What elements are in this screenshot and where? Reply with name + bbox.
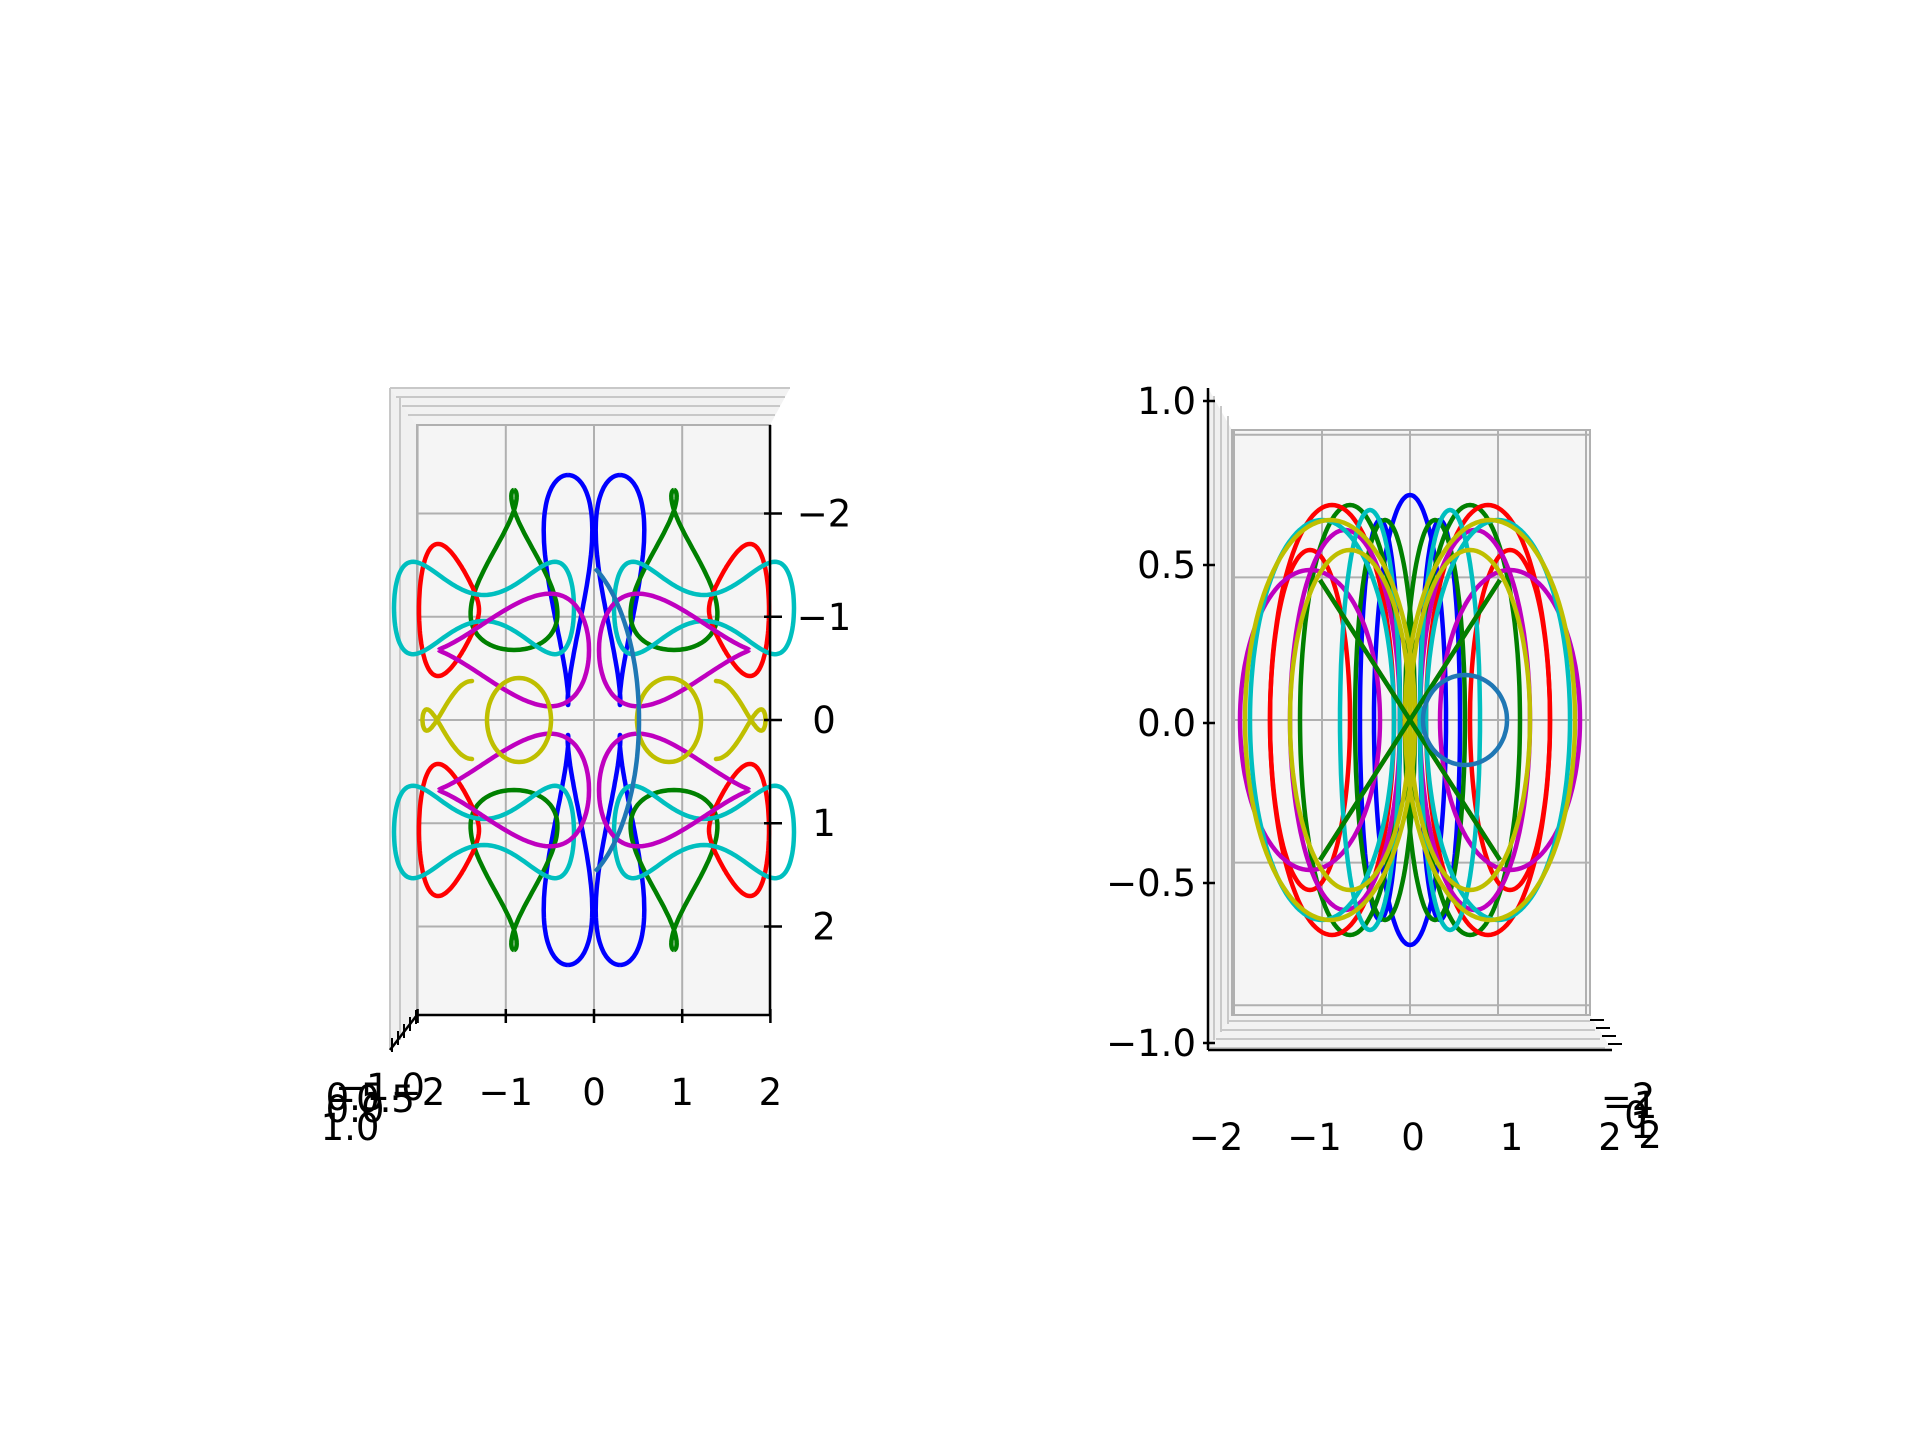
series-blue-line (1357, 517, 1403, 923)
z-tick-label: 0.0 (1137, 702, 1196, 745)
z-tick-label: −1.0 (335, 1066, 425, 1109)
series-yellow-petal (420, 678, 475, 762)
series-cyan-line (1247, 517, 1397, 923)
series-magenta-line (436, 731, 592, 849)
y-tick-label: −1 (1603, 1084, 1658, 1127)
series-green-line (1318, 578, 1502, 862)
series-yellow-ring (484, 675, 554, 765)
x-tick-label: 0 (582, 1071, 606, 1114)
x-tick-label: −2 (391, 1071, 446, 1114)
series-cyan-line (1337, 507, 1403, 933)
z-tick-label: 0.5 (1137, 544, 1196, 587)
series-red-line (1467, 547, 1553, 893)
series-cyan-line (611, 559, 797, 657)
series-green-line (1352, 517, 1418, 923)
series-green-line (468, 487, 560, 653)
y-tick-label: 1 (1630, 1104, 1654, 1147)
series-steelblue-arc (593, 567, 642, 873)
y-tick-label: 0 (812, 699, 836, 742)
side-pane (390, 388, 417, 1050)
x-tick-label: 1 (670, 1071, 694, 1114)
z-tick-label: −0.5 (325, 1078, 415, 1121)
series-yellow-line (1402, 517, 1578, 923)
z-tick-label: −0.5 (1106, 862, 1196, 905)
x-tick-label: 2 (759, 1071, 783, 1114)
floor-pane (1208, 1015, 1612, 1050)
y-tick-label: 0 (1624, 1094, 1648, 1137)
x-tick-label: 2 (1598, 1116, 1622, 1159)
x-tick-label: −1 (479, 1071, 534, 1114)
z-tick-label: 1.0 (321, 1106, 380, 1149)
y-tick-label: 2 (812, 905, 836, 948)
series-blue-line (541, 472, 595, 708)
y-tick-label: −2 (797, 493, 852, 536)
series-yellow-line (1242, 517, 1418, 923)
series-cyan-line (1417, 507, 1483, 933)
series-steelblue-loop (1420, 672, 1510, 768)
series-red-line (1267, 547, 1353, 893)
z-tick-label: 0.0 (326, 1088, 385, 1131)
series-blue-line (593, 472, 647, 708)
series-yellow-line (1287, 547, 1413, 893)
series-cyan-line (391, 783, 577, 881)
y-tick-label: 1 (812, 802, 836, 845)
z-tick-label: 0.5 (326, 1076, 385, 1119)
x-tick-label: −2 (1189, 1116, 1244, 1159)
z-tick-label: −1.0 (1106, 1022, 1196, 1065)
series-magenta-line (596, 731, 752, 849)
series-magenta-line (436, 591, 592, 709)
series-cyan-line (611, 783, 797, 881)
y-tick-label: 2 (1638, 1114, 1662, 1157)
series-green-line (628, 787, 720, 953)
x-tick-label: −1 (1287, 1116, 1342, 1159)
series-blue-line (593, 732, 647, 968)
series-magenta-line (596, 591, 752, 709)
x-tick-label: 1 (1500, 1116, 1524, 1159)
y-tick-label: −2 (1601, 1076, 1656, 1119)
z-tick-label: 1.0 (1137, 380, 1196, 423)
series-magenta-line (1437, 567, 1583, 873)
x-tick-label: 0 (1401, 1116, 1425, 1159)
y-tick-label: −1 (797, 596, 852, 639)
series-cyan-line (391, 559, 577, 657)
series-blue-line (541, 732, 595, 968)
series-green-line (628, 487, 720, 653)
series-green-line (468, 787, 560, 953)
